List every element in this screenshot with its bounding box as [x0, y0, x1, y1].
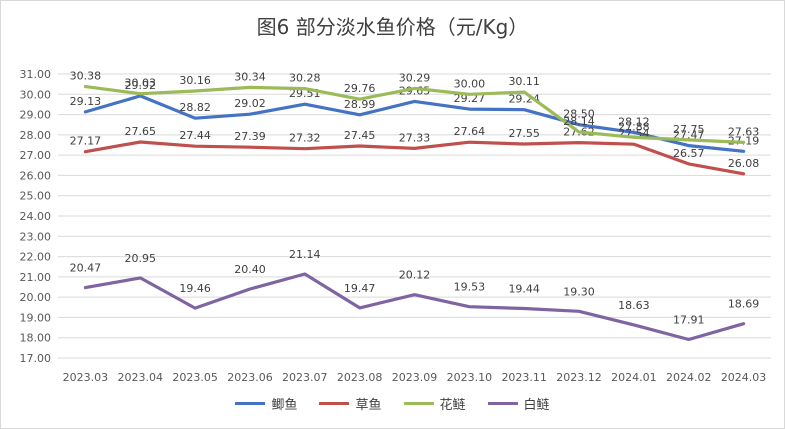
data-label: 29.13: [70, 95, 102, 108]
y-tick-label: 21.00: [20, 271, 52, 284]
x-tick-label: 2023.08: [337, 371, 383, 384]
data-label: 30.28: [289, 72, 321, 85]
data-label: 29.76: [344, 82, 376, 95]
data-label: 28.12: [618, 115, 650, 128]
x-tick-label: 2023.11: [501, 371, 547, 384]
legend-item: 鲫鱼: [235, 394, 297, 413]
data-label: 30.16: [179, 74, 211, 87]
data-label: 27.75: [673, 123, 705, 136]
x-tick-label: 2023.06: [227, 371, 273, 384]
y-tick-label: 20.00: [20, 291, 52, 304]
data-label: 19.47: [344, 282, 376, 295]
y-tick-label: 17.00: [20, 352, 52, 365]
data-label: 29.02: [234, 97, 266, 110]
legend-label: 白鲢: [523, 398, 550, 413]
data-label: 27.63: [728, 125, 760, 138]
legend-label: 鲫鱼: [271, 398, 298, 413]
x-tick-label: 2023.05: [172, 371, 218, 384]
data-label: 28.50: [563, 108, 595, 121]
x-tick-label: 2023.10: [447, 371, 493, 384]
x-tick-label: 2023.07: [282, 371, 328, 384]
x-tick-label: 2024.02: [666, 371, 712, 384]
y-tick-label: 25.00: [20, 190, 52, 203]
legend-item: 草鱼: [319, 394, 382, 413]
data-label: 29.92: [125, 79, 157, 92]
series-line: [83, 140, 746, 176]
data-label: 19.46: [179, 282, 211, 295]
data-label: 26.57: [673, 147, 705, 160]
legend-label: 草鱼: [355, 398, 382, 413]
data-label: 20.95: [125, 252, 157, 265]
series-line: [83, 94, 746, 153]
y-tick-label: 31.00: [20, 68, 52, 81]
data-label: 27.44: [179, 129, 211, 142]
data-label: 27.88: [618, 120, 650, 133]
data-label: 30.03: [125, 77, 157, 90]
data-label: 27.64: [454, 125, 486, 138]
data-label: 27.45: [344, 129, 376, 142]
data-label: 20.12: [399, 269, 431, 282]
data-label: 27.65: [125, 125, 157, 138]
legend-swatch: [403, 402, 434, 405]
data-label: 28.99: [344, 98, 376, 111]
data-label: 19.53: [454, 281, 486, 294]
chart-title: 图6 部分淡水鱼价格（元/Kg）: [256, 15, 529, 39]
data-label: 30.29: [399, 71, 431, 84]
data-label: 30.00: [454, 77, 486, 90]
data-label: 28.82: [179, 101, 211, 114]
data-label: 27.32: [289, 132, 321, 145]
legend-item: 白鲢: [487, 394, 550, 413]
x-tick-label: 2023.12: [556, 371, 602, 384]
data-label: 27.55: [508, 127, 540, 140]
data-label: 27.33: [399, 131, 431, 144]
data-label: 19.30: [563, 285, 595, 298]
data-label: 27.39: [234, 130, 266, 143]
y-tick-label: 19.00: [20, 311, 52, 324]
legend-swatch: [319, 402, 350, 405]
data-label: 27.17: [70, 135, 102, 148]
x-tick-label: 2023.03: [63, 371, 109, 384]
data-label: 28.14: [563, 115, 595, 128]
legend-swatch: [487, 402, 518, 405]
y-tick-label: 27.00: [20, 149, 52, 162]
legend-swatch: [235, 402, 266, 405]
data-label: 30.38: [70, 70, 102, 83]
data-label: 30.11: [508, 75, 540, 88]
y-tick-label: 24.00: [20, 210, 52, 223]
data-label: 30.34: [234, 70, 266, 83]
y-tick-label: 29.00: [20, 109, 52, 122]
data-label: 18.63: [618, 299, 650, 312]
x-tick-label: 2024.03: [721, 371, 767, 384]
legend: 鲫鱼 草鱼 花鲢 白鲢: [1, 394, 784, 413]
legend-item: 花鲢: [403, 394, 466, 413]
x-tick-label: 2024.01: [611, 371, 657, 384]
x-tick-label: 2023.09: [392, 371, 438, 384]
data-label: 29.65: [399, 84, 431, 97]
y-tick-label: 26.00: [20, 169, 52, 182]
y-tick-label: 28.00: [20, 129, 52, 142]
data-label: 21.14: [289, 248, 321, 261]
data-label: 26.08: [728, 157, 760, 170]
series-line: [83, 84, 746, 144]
y-tick-label: 23.00: [20, 230, 52, 243]
data-label: 27.19: [728, 134, 760, 147]
y-tick-label: 30.00: [20, 88, 52, 101]
data-label: 20.47: [70, 262, 102, 275]
y-tick-label: 22.00: [20, 251, 52, 264]
y-tick-label: 18.00: [20, 332, 52, 345]
data-label: 18.69: [728, 298, 760, 311]
data-label: 17.91: [673, 314, 705, 327]
legend-label: 花鲢: [439, 398, 466, 413]
data-label: 19.44: [508, 283, 540, 296]
x-tick-label: 2023.04: [118, 371, 164, 384]
series-line: [83, 272, 746, 342]
data-label: 20.40: [234, 263, 266, 276]
